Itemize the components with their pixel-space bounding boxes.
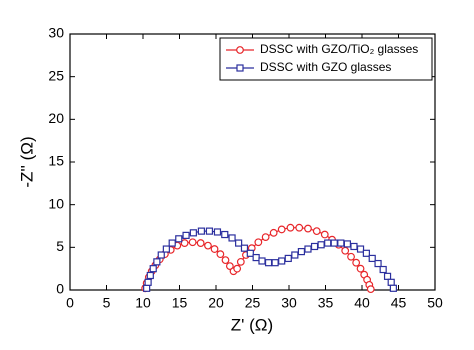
data-point: [356, 264, 365, 273]
data-point: [291, 251, 299, 259]
y-tick-label: 0: [56, 281, 64, 297]
data-point: [175, 235, 183, 243]
data-point: [368, 254, 376, 263]
data-point: [350, 242, 358, 251]
data-point: [387, 278, 395, 286]
data-point: [277, 225, 286, 234]
data-point: [252, 253, 260, 262]
data-point: [278, 257, 286, 265]
data-point: [324, 239, 332, 247]
data-point: [144, 278, 152, 286]
data-point: [310, 242, 319, 251]
data-point: [317, 241, 325, 249]
data-point: [189, 229, 197, 237]
y-tick-label: 20: [48, 110, 64, 126]
data-point: [225, 262, 234, 271]
x-tick-label: 35: [318, 295, 334, 311]
data-point: [168, 239, 176, 247]
data-point: [216, 250, 225, 259]
x-tick-label: 45: [391, 295, 407, 311]
x-tick-label: 50: [427, 295, 443, 311]
data-point: [162, 245, 170, 253]
data-point: [356, 245, 365, 253]
data-point: [235, 239, 243, 247]
data-point: [188, 238, 197, 247]
data-point: [213, 228, 222, 236]
x-tick-label: 30: [281, 295, 297, 311]
x-tick-label: 40: [354, 295, 370, 311]
data-point: [312, 227, 321, 236]
data-point: [146, 271, 154, 280]
data-point: [284, 254, 292, 263]
data-point: [221, 230, 229, 239]
data-point: [180, 239, 189, 247]
y-tick-label: 15: [48, 153, 64, 169]
x-tick-label: 20: [208, 295, 224, 311]
data-point: [261, 233, 270, 241]
data-point: [196, 239, 205, 247]
legend-marker: [236, 64, 244, 72]
data-point: [246, 249, 254, 257]
x-axis-title: Z' (Ω): [231, 315, 273, 334]
data-point: [143, 284, 151, 292]
data-point: [347, 252, 355, 261]
data-point: [295, 223, 304, 232]
data-point: [362, 249, 370, 257]
x-tick-label: 25: [245, 295, 261, 311]
data-point: [304, 224, 312, 233]
legend-box: [219, 37, 433, 81]
data-point: [182, 231, 190, 239]
data-point: [269, 228, 278, 237]
legend-marker: [236, 46, 244, 54]
data-point: [254, 238, 263, 247]
data-point: [286, 223, 295, 232]
data-point: [197, 227, 205, 235]
data-point: [379, 265, 387, 274]
x-tick-label: 0: [66, 295, 74, 311]
data-point: [320, 230, 329, 239]
data-point: [330, 239, 338, 247]
y-tick-label: 10: [48, 195, 64, 211]
y-tick-label: 30: [48, 25, 64, 41]
data-point: [366, 285, 375, 294]
legend-label: DSSC with GZO/TiO₂ glasses: [260, 42, 418, 56]
data-point: [258, 257, 266, 265]
data-point: [228, 234, 236, 242]
x-tick-label: 10: [135, 295, 151, 311]
data-point: [157, 251, 165, 259]
data-point: [389, 284, 397, 292]
data-point: [236, 257, 245, 266]
data-point: [204, 241, 212, 250]
data-point: [297, 248, 306, 256]
x-tick-label: 5: [103, 295, 111, 311]
data-point: [153, 258, 161, 266]
data-point: [149, 265, 157, 273]
legend-label: DSSC with GZO glasses: [260, 60, 391, 74]
data-point: [210, 245, 219, 253]
data-point: [221, 256, 230, 265]
y-tick-label: 5: [56, 238, 64, 254]
data-point: [240, 244, 249, 252]
data-point: [271, 259, 279, 267]
data-point: [264, 259, 273, 267]
data-point: [383, 272, 392, 280]
y-tick-label: 25: [48, 67, 64, 83]
data-point: [205, 227, 214, 235]
data-point: [352, 258, 361, 267]
data-point: [343, 240, 351, 248]
data-point: [337, 239, 345, 247]
data-point: [341, 246, 350, 255]
y-axis-title: -Z'' (Ω): [17, 136, 36, 187]
data-point: [233, 264, 242, 273]
x-tick-label: 15: [172, 295, 188, 311]
data-point: [304, 245, 312, 253]
data-point: [374, 259, 382, 268]
